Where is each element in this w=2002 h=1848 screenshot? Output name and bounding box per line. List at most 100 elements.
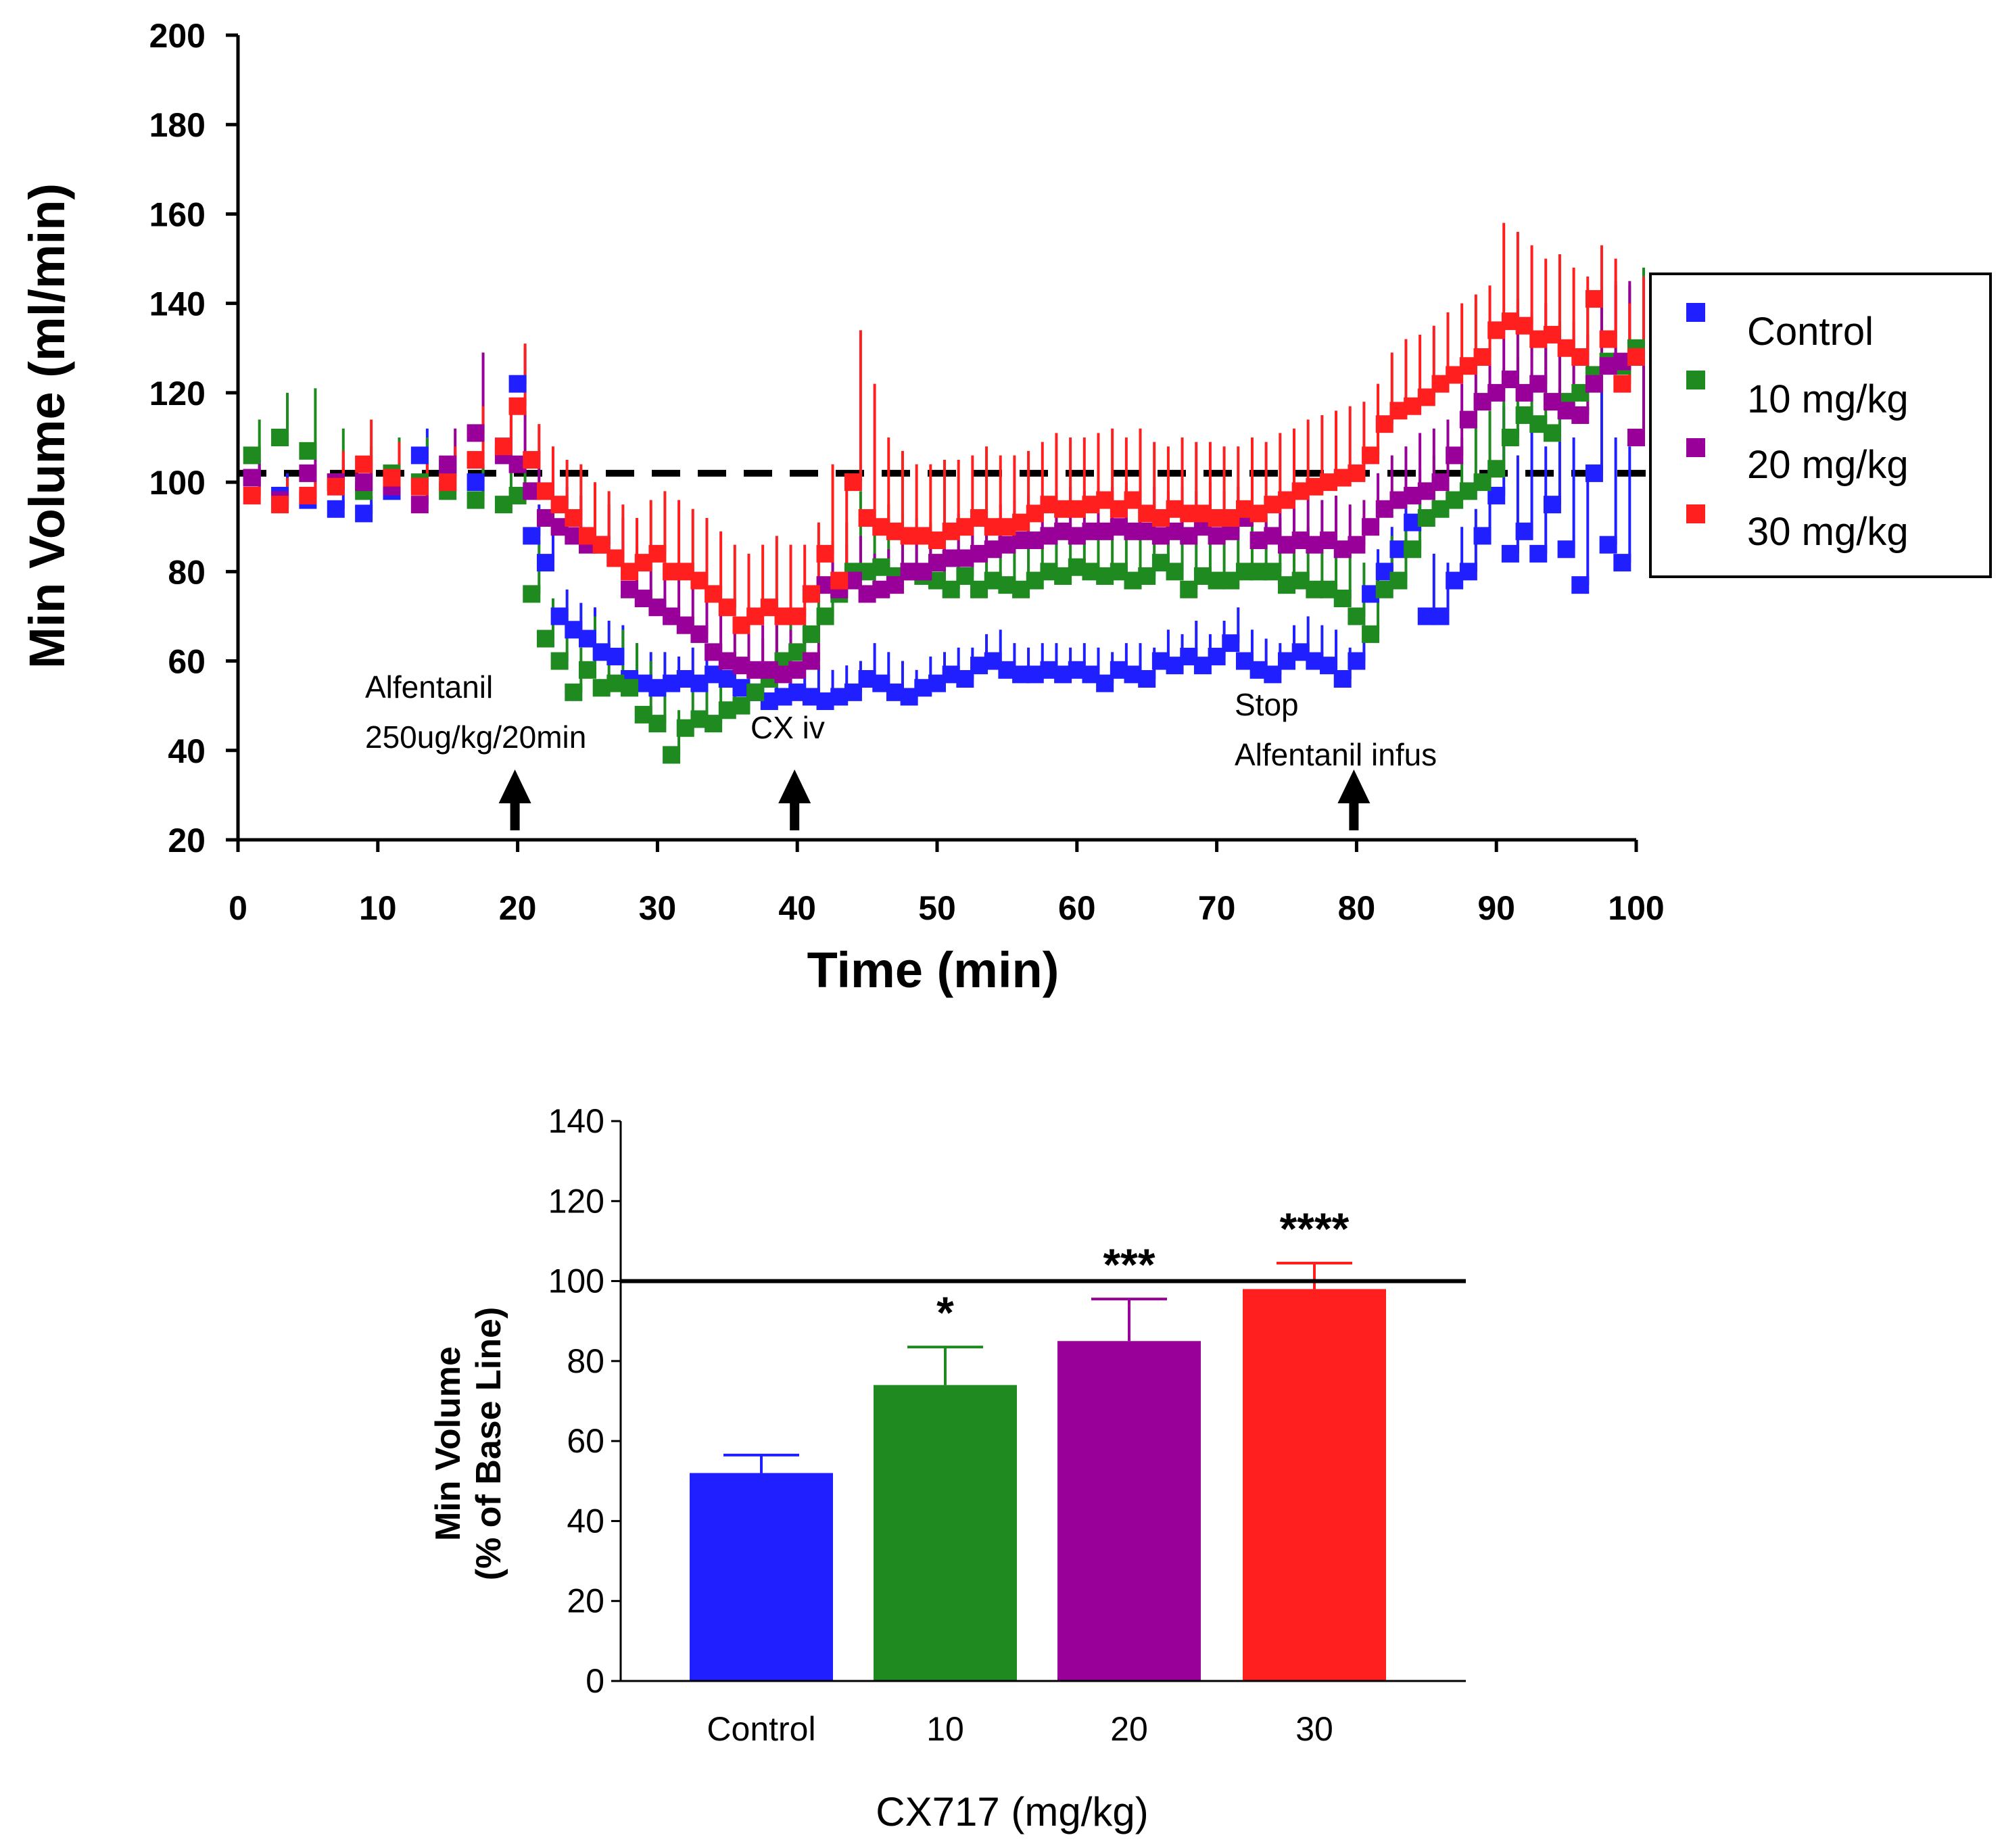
- point-30mg: [816, 544, 834, 563]
- bottom-x-tick-label: 10: [926, 1710, 964, 1748]
- point-30mg: [410, 477, 429, 496]
- bottom-y-axis-title-line1: Min Volume: [429, 1346, 468, 1541]
- bar-10: [874, 1385, 1017, 1681]
- bottom-axes: 0 20 40 60 80 100 120 140 Control 10 20 30: [548, 1102, 1466, 1748]
- point-control: [467, 473, 485, 492]
- top-x-tick-label: 20: [499, 889, 537, 927]
- point-30mg: [1571, 348, 1590, 366]
- point-control: [410, 446, 429, 465]
- point-control: [355, 504, 373, 523]
- point-20mg: [1362, 518, 1380, 536]
- bottom-x-tick-label: Control: [707, 1710, 815, 1748]
- point-10mg: [550, 652, 569, 670]
- point-10mg: [565, 683, 583, 701]
- top-x-tick-label: 0: [229, 889, 247, 927]
- annotation-text: Alfentanil: [365, 669, 493, 705]
- point-30mg: [1473, 348, 1492, 366]
- bottom-y-tick-label: 80: [567, 1342, 604, 1380]
- legend-swatch-30: [1686, 504, 1705, 523]
- point-20mg: [1459, 410, 1477, 429]
- point-control: [327, 500, 345, 518]
- bar-30: [1243, 1289, 1386, 1681]
- point-10mg: [663, 746, 681, 764]
- point-control: [606, 647, 625, 665]
- legend-swatch-20: [1686, 438, 1705, 457]
- point-control: [1333, 670, 1352, 688]
- point-10mg: [523, 585, 541, 603]
- point-10mg: [802, 625, 820, 643]
- point-control: [1571, 576, 1590, 594]
- top-y-tick-label: 120: [149, 375, 206, 412]
- point-30mg: [494, 437, 513, 456]
- top-y-tick-label: 40: [168, 732, 206, 770]
- top-x-tick-label: 50: [918, 889, 956, 927]
- point-10mg: [1166, 563, 1184, 581]
- point-control: [1501, 544, 1519, 563]
- top-y-tick-label: 180: [149, 106, 206, 144]
- bottom-y-axis-title-line2: (% of Base Line): [469, 1307, 508, 1581]
- legend-label-30: 30 mg/kg: [1747, 510, 1909, 554]
- point-30mg: [299, 486, 317, 504]
- point-30mg: [844, 473, 862, 492]
- bottom-x-tick-label: 30: [1295, 1710, 1333, 1748]
- point-control: [1459, 563, 1477, 581]
- point-30mg: [327, 477, 345, 496]
- top-x-tick-label: 30: [639, 889, 677, 927]
- top-axes: 20 40 60 80 100 120 140 160 180 200 0 10 20 30 40 50 60 7…: [149, 17, 1665, 927]
- top-annotations: Alfentanil 250ug/kg/20min CX iv Stop Alfenta…: [365, 669, 1437, 830]
- point-30mg: [648, 544, 667, 563]
- point-30mg: [383, 469, 401, 487]
- point-10mg: [1404, 540, 1422, 559]
- top-chart: 20 40 60 80 100 120 140 160 180 200 0 10 20 30 40 50 60 7…: [19, 17, 1992, 998]
- top-y-tick-label: 60: [168, 643, 206, 681]
- point-30mg: [1613, 375, 1631, 393]
- legend-swatch-control: [1686, 303, 1705, 322]
- annotation-text: Alfentanil infus: [1235, 737, 1437, 772]
- point-30mg: [1362, 446, 1380, 465]
- top-x-axis-title: Time (min): [807, 942, 1059, 998]
- point-10mg: [579, 661, 596, 679]
- top-y-tick-label: 20: [168, 822, 206, 859]
- point-10mg: [243, 446, 261, 465]
- point-10mg: [1333, 590, 1352, 607]
- point-30mg: [355, 455, 373, 473]
- annotation-text: Stop: [1235, 687, 1299, 722]
- legend-box: [1649, 273, 1992, 578]
- point-20mg: [1431, 473, 1450, 492]
- top-y-tick-label: 160: [149, 195, 206, 233]
- point-20mg: [1585, 375, 1603, 393]
- top-y-axis-title: Min Volume (ml/min): [19, 183, 75, 669]
- legend-label-10: 10 mg/kg: [1747, 377, 1909, 421]
- point-30mg: [439, 473, 457, 492]
- point-30mg: [1627, 348, 1645, 366]
- point-20mg: [410, 496, 429, 514]
- point-20mg: [243, 469, 261, 487]
- bottom-x-tick-label: 20: [1110, 1710, 1148, 1748]
- point-control: [508, 375, 527, 393]
- point-control: [536, 554, 554, 572]
- bottom-y-tick-label: 0: [586, 1662, 604, 1700]
- point-20mg: [355, 473, 373, 492]
- point-control: [1585, 464, 1603, 482]
- bar-Control: [690, 1473, 833, 1681]
- top-data-points: [243, 290, 1645, 764]
- top-x-tick-label: 60: [1058, 889, 1096, 927]
- bottom-y-tick-label: 20: [567, 1582, 604, 1620]
- top-x-tick-label: 40: [778, 889, 816, 927]
- bottom-y-tick-label: 60: [567, 1422, 604, 1460]
- top-x-tick-label: 10: [359, 889, 397, 927]
- point-10mg: [536, 630, 554, 648]
- point-20mg: [299, 464, 317, 482]
- top-x-tick-label: 70: [1198, 889, 1236, 927]
- point-control: [1138, 670, 1156, 688]
- point-20mg: [1446, 446, 1464, 465]
- annotation-text: CX iv: [750, 710, 825, 745]
- point-10mg: [621, 679, 639, 697]
- point-control: [1599, 536, 1617, 554]
- point-10mg: [648, 715, 667, 733]
- top-x-tick-label: 90: [1477, 889, 1515, 927]
- bottom-y-tick-label: 40: [567, 1502, 604, 1540]
- point-10mg: [271, 429, 289, 446]
- point-control: [1222, 634, 1240, 653]
